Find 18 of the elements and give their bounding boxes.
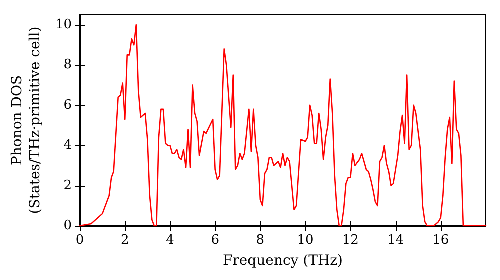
y-tick-label: 6 xyxy=(64,98,72,113)
y-tick-label: 10 xyxy=(55,18,72,33)
y-tick-label: 8 xyxy=(64,58,72,73)
y-tick-label: 4 xyxy=(64,138,72,154)
x-tick-label: 14 xyxy=(388,233,404,248)
x-tick-label: 0 xyxy=(76,233,84,248)
x-tick-label: 2 xyxy=(120,233,130,248)
x-axis-title: Frequency (THz) xyxy=(222,252,344,269)
x-tick-label: 6 xyxy=(211,233,220,248)
x-tick-label: 8 xyxy=(256,233,265,248)
x-tick-label: 4 xyxy=(166,233,174,248)
y-tick-label: 0 xyxy=(64,218,72,234)
y-axis-title: Phonon DOS (States/THz·primitive cell) xyxy=(10,26,44,214)
y-tick-label: 2 xyxy=(64,178,72,194)
x-tick-label: 10 xyxy=(297,233,314,248)
x-tick-label: 12 xyxy=(342,233,359,248)
line-series xyxy=(79,24,487,227)
x-tick-label: 16 xyxy=(432,233,450,248)
